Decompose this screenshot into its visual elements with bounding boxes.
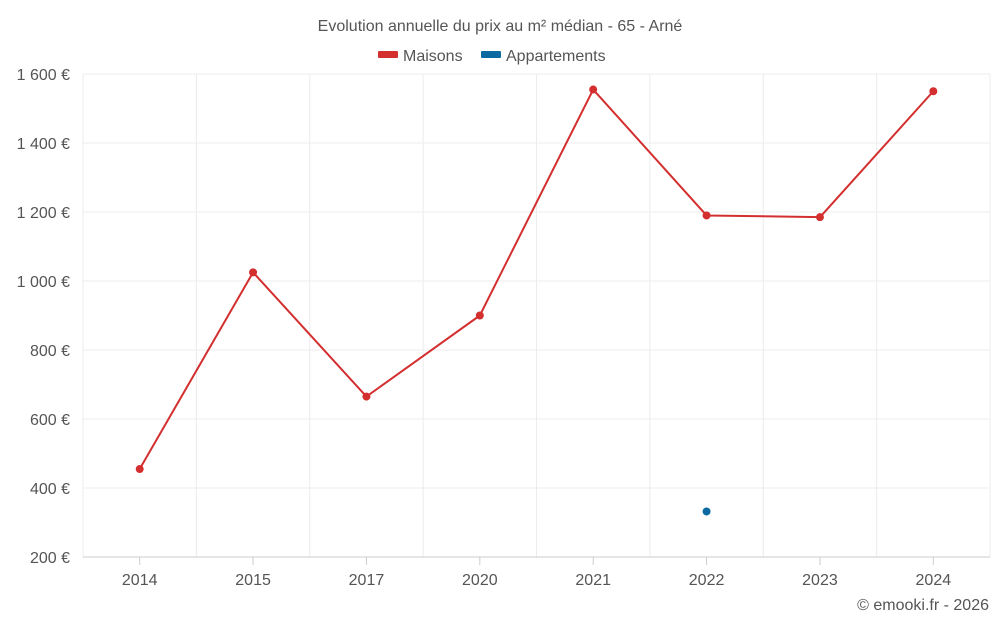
legend-item-appartements[interactable]: Appartements (481, 48, 606, 65)
y-tick-label: 800 € (30, 343, 70, 360)
y-tick-label: 1 200 € (17, 205, 70, 222)
data-point-maisons-2023[interactable] (815, 213, 824, 222)
series-group (135, 85, 938, 516)
credit-text: © emooki.fr - 2026 (857, 597, 989, 614)
x-tick-label: 2017 (349, 572, 385, 589)
data-point-appartements-2022[interactable] (702, 507, 711, 516)
legend-label-appartements: Appartements (506, 48, 606, 65)
y-tick-label: 1 600 € (17, 67, 70, 84)
chart-title: Evolution annuelle du prix au m² médian … (318, 18, 683, 35)
y-tick-label: 1 000 € (17, 274, 70, 291)
data-point-maisons-2014[interactable] (135, 465, 144, 474)
x-tick-label: 2014 (122, 572, 158, 589)
x-gridlines (82, 74, 991, 557)
y-tick-label: 600 € (30, 412, 70, 429)
legend: Maisons Appartements (378, 48, 606, 65)
x-tick-label: 2022 (689, 572, 725, 589)
legend-label-maisons: Maisons (403, 48, 463, 65)
data-point-maisons-2024[interactable] (929, 87, 938, 96)
y-tick-label: 400 € (30, 481, 70, 498)
x-axis-labels: 2014 2015 2017 2020 2021 2022 2023 2024 (122, 557, 951, 589)
x-tick-label: 2023 (802, 572, 838, 589)
series-appartements (702, 507, 711, 516)
x-tick-label: 2015 (235, 572, 271, 589)
legend-item-maisons[interactable]: Maisons (378, 48, 463, 65)
legend-swatch-maisons (378, 51, 398, 58)
x-tick-label: 2021 (575, 572, 611, 589)
legend-swatch-appartements (481, 51, 501, 58)
data-point-maisons-2015[interactable] (249, 268, 258, 277)
y-axis-labels: 200 € 400 € 600 € 800 € 1 000 € 1 200 € 1 400 … (17, 67, 70, 567)
data-point-maisons-2022[interactable] (702, 211, 711, 220)
series-maisons (135, 85, 938, 474)
data-point-maisons-2021[interactable] (589, 85, 598, 94)
y-tick-label: 1 400 € (17, 136, 70, 153)
y-tick-label: 200 € (30, 550, 70, 567)
x-tick-label: 2020 (462, 572, 498, 589)
series-line-maisons (138, 88, 935, 470)
data-point-maisons-2017[interactable] (362, 392, 371, 401)
x-tick-label: 2024 (916, 572, 952, 589)
data-point-maisons-2020[interactable] (475, 311, 484, 320)
